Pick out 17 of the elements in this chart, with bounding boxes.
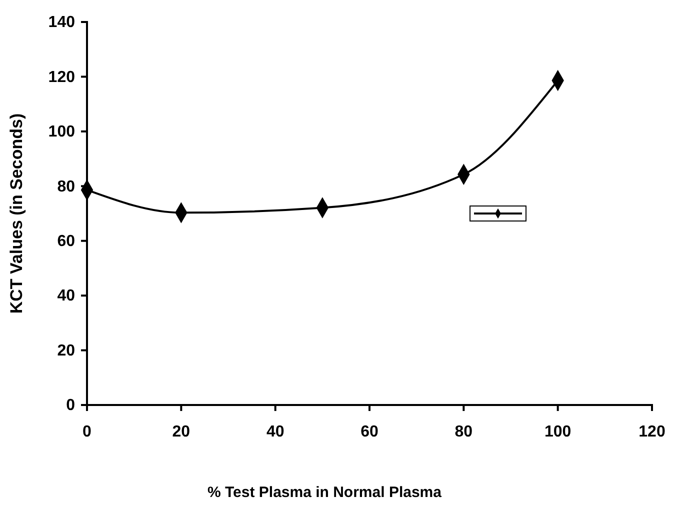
- x-tick-label: 60: [360, 423, 378, 440]
- y-tick-label: 0: [66, 397, 76, 414]
- x-axis-title: % Test Plasma in Normal Plasma: [208, 484, 442, 501]
- y-tick-label: 140: [48, 14, 76, 32]
- y-tick-label: 100: [48, 124, 76, 141]
- y-tick-label: 20: [57, 342, 76, 360]
- y-tick-label: 60: [57, 232, 76, 250]
- x-tick-label: 20: [172, 423, 190, 440]
- x-tick-label: 120: [638, 423, 666, 440]
- y-tick-label: 40: [57, 288, 76, 305]
- y-tick-label: 120: [48, 68, 76, 86]
- x-tick-label: 40: [266, 423, 284, 440]
- x-tick-label: 0: [82, 423, 92, 440]
- y-tick-label: 80: [57, 178, 76, 196]
- x-tick-label: 100: [544, 423, 572, 440]
- y-axis-title: KCT Values (in Seconds): [7, 113, 26, 314]
- x-tick-label: 80: [454, 423, 473, 440]
